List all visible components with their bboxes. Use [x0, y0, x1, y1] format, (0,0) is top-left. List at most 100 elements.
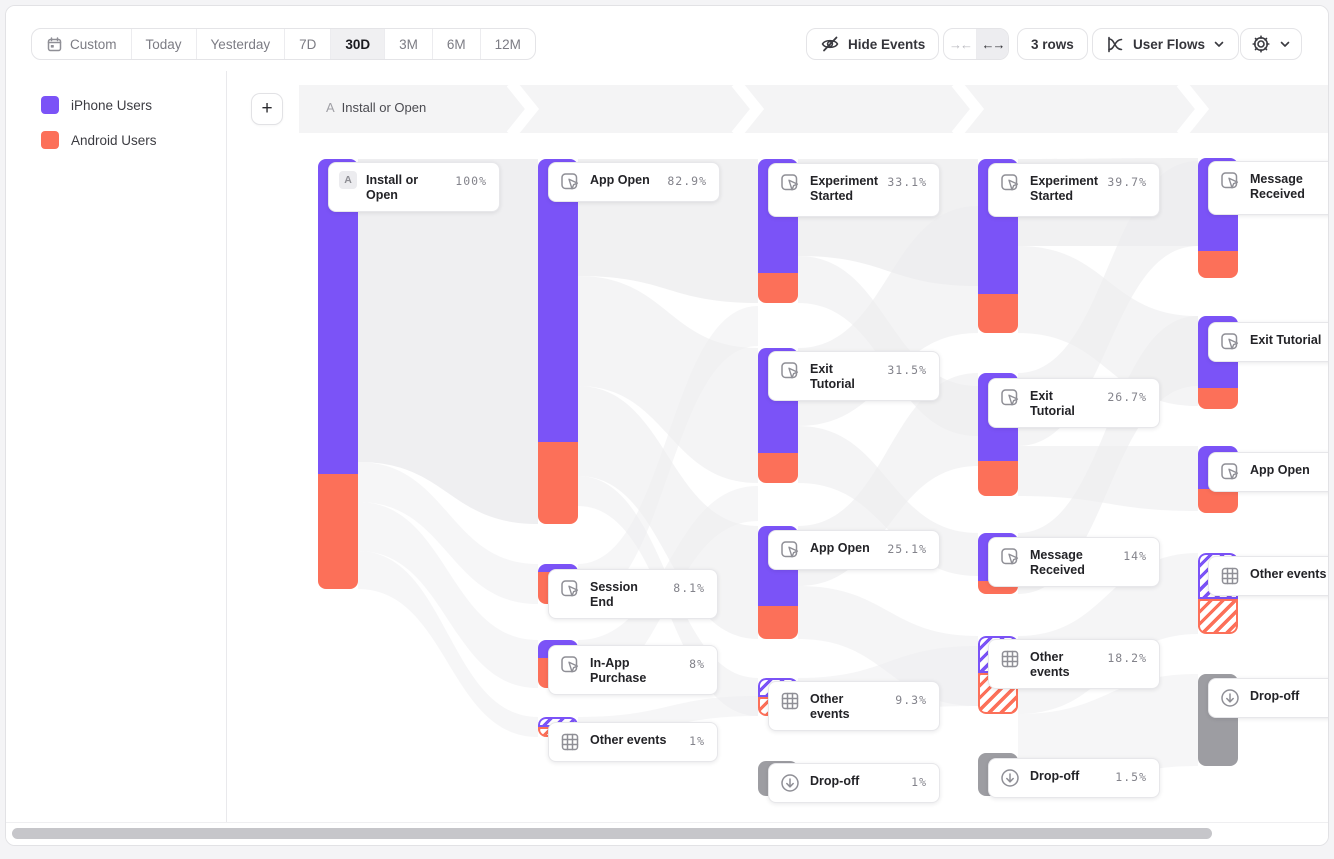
node-label: Exit Tutorial [810, 362, 855, 391]
event-icon [1001, 174, 1019, 191]
legend-item-iphone-users[interactable]: iPhone Users [41, 96, 152, 114]
flow-node-drop-off[interactable]: Drop-off [1208, 678, 1328, 718]
flow-node-other-events[interactable]: Other events 18.2% [988, 639, 1160, 689]
node-percentage: 14% [1123, 549, 1147, 563]
node-label: Install or Open [366, 173, 419, 202]
flow-node-message-received[interactable]: Message Received [1208, 161, 1328, 215]
node-percentage: 1.5% [1115, 770, 1147, 784]
hide-events-label: Hide Events [848, 36, 926, 52]
legend-label: iPhone Users [71, 97, 153, 113]
flow-node-experiment-started[interactable]: Experiment Started 33.1% [768, 163, 940, 217]
view-selector-button[interactable]: User Flows [1092, 28, 1240, 60]
node-label: Message Received [1030, 548, 1085, 577]
event-icon [781, 174, 799, 191]
flow-node-experiment-started[interactable]: Experiment Started 39.7% [988, 163, 1160, 217]
gear-icon [1252, 35, 1270, 53]
node-percentage: 26.7% [1107, 390, 1147, 404]
date-range-yesterday[interactable]: Yesterday [197, 29, 286, 59]
flow-node-app-open[interactable]: App Open [1208, 452, 1328, 492]
rows-button[interactable]: 3 rows [1017, 28, 1088, 60]
add-step-button[interactable]: + [251, 93, 283, 125]
collapse-columns-icon: →← [949, 36, 973, 52]
date-range-label: 3M [399, 36, 418, 52]
flow-node-app-open[interactable]: App Open 25.1% [768, 530, 940, 570]
event-icon [1001, 548, 1019, 565]
chevron-down-icon [1214, 41, 1224, 47]
android-segment [758, 273, 798, 303]
legend-item-android-users[interactable]: Android Users [41, 131, 157, 149]
view-selector-label: User Flows [1133, 36, 1206, 52]
node-percentage: 1% [689, 734, 705, 748]
android-segment [758, 606, 798, 639]
android-segment [1198, 599, 1238, 634]
column-width-toggle: →← ←→ [943, 28, 1009, 60]
hide-events-button[interactable]: Hide Events [806, 28, 940, 60]
date-range-custom[interactable]: Custom [32, 29, 132, 59]
node-percentage: 39.7% [1107, 175, 1147, 189]
event-icon [1001, 389, 1019, 406]
date-range-label: 6M [446, 36, 466, 52]
node-percentage: 9.3% [895, 693, 927, 707]
flow-node-in-app-purchase[interactable]: In-App Purchase 8% [548, 645, 718, 695]
date-range-label: Today [145, 36, 182, 52]
step-header-label[interactable]: A Install or Open [326, 100, 426, 115]
horizontal-scrollbar-thumb[interactable] [12, 828, 1212, 839]
flow-node-app-open[interactable]: App Open 82.9% [548, 162, 720, 202]
node-label: App Open [590, 173, 650, 187]
flow-node-exit-tutorial[interactable]: Exit Tutorial 31.5% [768, 351, 940, 401]
date-range-today[interactable]: Today [132, 29, 197, 59]
node-percentage: 8% [689, 657, 705, 671]
android-segment [318, 474, 358, 589]
node-label: Experiment Started [1030, 174, 1099, 203]
flow-node-other-events[interactable]: Other events 1% [548, 722, 718, 762]
flow-node-install-or-open[interactable]: A Install or Open 100% [328, 162, 500, 212]
flow-node-drop-off[interactable]: Drop-off 1% [768, 763, 940, 803]
date-range-label: Yesterday [210, 36, 271, 52]
flow-node-session-end[interactable]: Session End 8.1% [548, 569, 718, 619]
legend-swatch [41, 131, 59, 149]
node-label: Drop-off [1250, 689, 1300, 703]
node-percentage: 25.1% [887, 542, 927, 556]
event-icon [561, 580, 579, 597]
node-label: Other events [590, 733, 667, 747]
android-segment [758, 453, 798, 483]
node-percentage: 82.9% [667, 174, 707, 188]
node-label: Exit Tutorial [1250, 333, 1322, 347]
collapse-columns-button[interactable]: →← [944, 29, 976, 59]
date-range-12m[interactable]: 12M [481, 29, 535, 59]
node-percentage: 8.1% [673, 581, 705, 595]
node-percentage: 31.5% [887, 363, 927, 377]
date-range-3m[interactable]: 3M [385, 29, 433, 59]
step-chevron-separators [506, 85, 1210, 133]
android-segment [1198, 489, 1238, 513]
flow-bar-install-or-open [318, 159, 358, 589]
android-segment [1198, 251, 1238, 278]
node-label: Other events [1030, 650, 1070, 679]
date-range-30d[interactable]: 30D [331, 29, 386, 59]
calendar-icon [47, 36, 62, 51]
flow-node-other-events[interactable]: Other events [1208, 556, 1328, 596]
node-label: Drop-off [1030, 769, 1080, 783]
other-events-icon [1221, 567, 1239, 585]
flow-node-other-events[interactable]: Other events 9.3% [768, 681, 940, 731]
step-badge: A [326, 100, 335, 115]
flow-canvas: A Install or Open + A Install or Open 100%… [228, 71, 1328, 822]
event-icon [561, 656, 579, 673]
flow-node-drop-off[interactable]: Drop-off 1.5% [988, 758, 1160, 798]
date-range-label: 12M [494, 36, 521, 52]
date-range-7d[interactable]: 7D [285, 29, 332, 59]
node-percentage: 100% [455, 174, 487, 188]
eye-off-icon [821, 36, 839, 52]
flow-node-message-received[interactable]: Message Received 14% [988, 537, 1160, 587]
flow-node-exit-tutorial[interactable]: Exit Tutorial 26.7% [988, 378, 1160, 428]
drop-off-icon [1001, 769, 1019, 787]
expand-columns-button[interactable]: ←→ [976, 29, 1008, 59]
flow-node-exit-tutorial[interactable]: Exit Tutorial [1208, 322, 1328, 362]
legend-label: Android Users [71, 132, 157, 148]
node-label: Session End [590, 580, 638, 609]
settings-button[interactable] [1240, 28, 1302, 60]
user-flows-icon [1108, 36, 1123, 52]
date-range-6m[interactable]: 6M [433, 29, 481, 59]
node-percentage: 33.1% [887, 175, 927, 189]
node-label: Exit Tutorial [1030, 389, 1075, 418]
